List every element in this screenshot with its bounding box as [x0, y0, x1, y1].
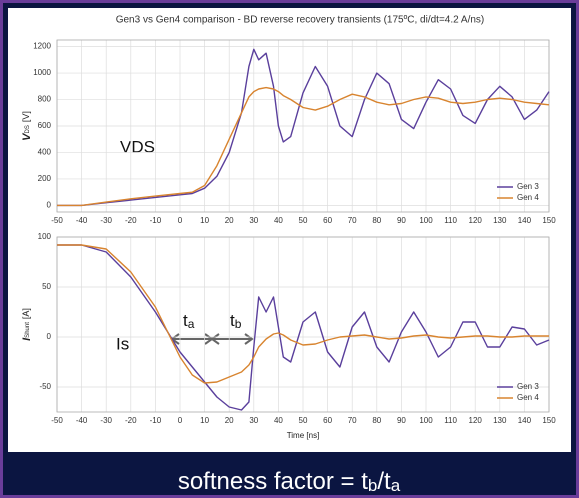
- x-tick-label: 60: [323, 416, 332, 425]
- x-tick-label: -50: [51, 216, 63, 225]
- x-tick-label: 120: [469, 216, 483, 225]
- legend-label: Gen 4: [517, 193, 539, 202]
- x-tick-label: 50: [299, 416, 308, 425]
- y-label-main: V: [21, 132, 33, 141]
- y-tick-label: 800: [38, 95, 52, 104]
- x-tick-label: -10: [150, 416, 162, 425]
- series-line: [57, 244, 550, 411]
- tb-sub: b: [235, 317, 242, 331]
- annotation: VDS: [120, 137, 155, 156]
- x-tick-label: 140: [518, 416, 532, 425]
- x-tick-label: 90: [397, 416, 406, 425]
- y-tick-label: -50: [39, 382, 51, 391]
- y-tick-label: 100: [38, 232, 52, 241]
- series-line: [57, 86, 550, 207]
- x-tick-label: 120: [469, 416, 483, 425]
- chart-title: Gen3 vs Gen4 comparison - BD reverse rec…: [116, 15, 485, 26]
- annotation: Is: [116, 334, 129, 353]
- y-tick-label: 0: [47, 332, 52, 341]
- panel: [8, 8, 571, 452]
- y-tick-label: 600: [38, 121, 52, 130]
- x-tick-label: 30: [249, 216, 258, 225]
- x-tick-label: 90: [397, 216, 406, 225]
- x-tick-label: 0: [178, 416, 183, 425]
- x-tick-label: 100: [419, 216, 433, 225]
- x-tick-label: 30: [249, 416, 258, 425]
- footer-sub: b: [368, 476, 377, 495]
- y-label-sub: Shunt: [25, 322, 31, 338]
- x-tick-label: -50: [51, 416, 63, 425]
- x-tick-label: 10: [200, 216, 209, 225]
- x-tick-label: 80: [372, 216, 381, 225]
- y-tick-label: 200: [38, 174, 52, 183]
- y-axis-label: IShunt [A]: [21, 308, 33, 341]
- series-line: [57, 48, 550, 207]
- x-tick-label: -20: [125, 416, 137, 425]
- ta: t: [183, 311, 188, 330]
- series-line: [57, 244, 549, 384]
- x-tick-label: 130: [493, 216, 507, 225]
- y-tick-label: 1200: [33, 42, 51, 51]
- x-tick-label: -40: [76, 416, 88, 425]
- annotation: ta: [183, 311, 195, 331]
- x-tick-label: -20: [125, 216, 137, 225]
- y-tick-label: 0: [47, 200, 52, 209]
- x-tick-label: 50: [299, 216, 308, 225]
- x-tick-label: 100: [419, 416, 433, 425]
- footer-sub: a: [391, 476, 401, 495]
- plot-frame: [56, 236, 550, 413]
- x-tick-label: 80: [372, 416, 381, 425]
- y-tick-label: 1000: [33, 68, 51, 77]
- x-tick-label: 10: [200, 416, 209, 425]
- y-tick-label: 400: [38, 148, 52, 157]
- plot-frame: [56, 39, 550, 213]
- y-label-main: I: [21, 337, 33, 341]
- x-tick-label: 60: [323, 216, 332, 225]
- footer: softness factor = tb/ta: [178, 468, 401, 495]
- x-tick-label: -10: [150, 216, 162, 225]
- legend-label: Gen 3: [517, 182, 539, 191]
- annotation: tb: [230, 311, 242, 331]
- x-tick-label: 20: [225, 416, 234, 425]
- x-tick-label: 40: [274, 416, 283, 425]
- x-tick-label: -40: [76, 216, 88, 225]
- x-tick-label: -30: [100, 216, 112, 225]
- y-axis-label: VDS [V]: [21, 111, 33, 141]
- legend-label: Gen 3: [517, 382, 539, 391]
- x-tick-label: 0: [178, 216, 183, 225]
- x-axis-label: Time [ns]: [287, 431, 320, 440]
- x-tick-label: 150: [542, 216, 556, 225]
- x-tick-label: 70: [348, 216, 357, 225]
- y-tick-label: 50: [42, 282, 51, 291]
- x-tick-label: 140: [518, 216, 532, 225]
- x-tick-label: 110: [444, 416, 457, 425]
- y-label-sub: DS: [25, 125, 31, 133]
- tb: t: [230, 311, 235, 330]
- x-tick-label: -30: [100, 416, 112, 425]
- x-tick-label: 110: [444, 216, 457, 225]
- x-tick-label: 150: [542, 416, 556, 425]
- legend-label: Gen 4: [517, 393, 539, 402]
- x-tick-label: 20: [225, 216, 234, 225]
- ta-sub: a: [188, 317, 195, 331]
- y-label-unit: [A]: [21, 308, 31, 319]
- footer-text: softness factor = t: [178, 468, 368, 495]
- y-label-unit: [V]: [21, 111, 31, 122]
- footer-text: /t: [377, 468, 391, 495]
- x-tick-label: 40: [274, 216, 283, 225]
- x-tick-label: 130: [493, 416, 507, 425]
- x-tick-label: 70: [348, 416, 357, 425]
